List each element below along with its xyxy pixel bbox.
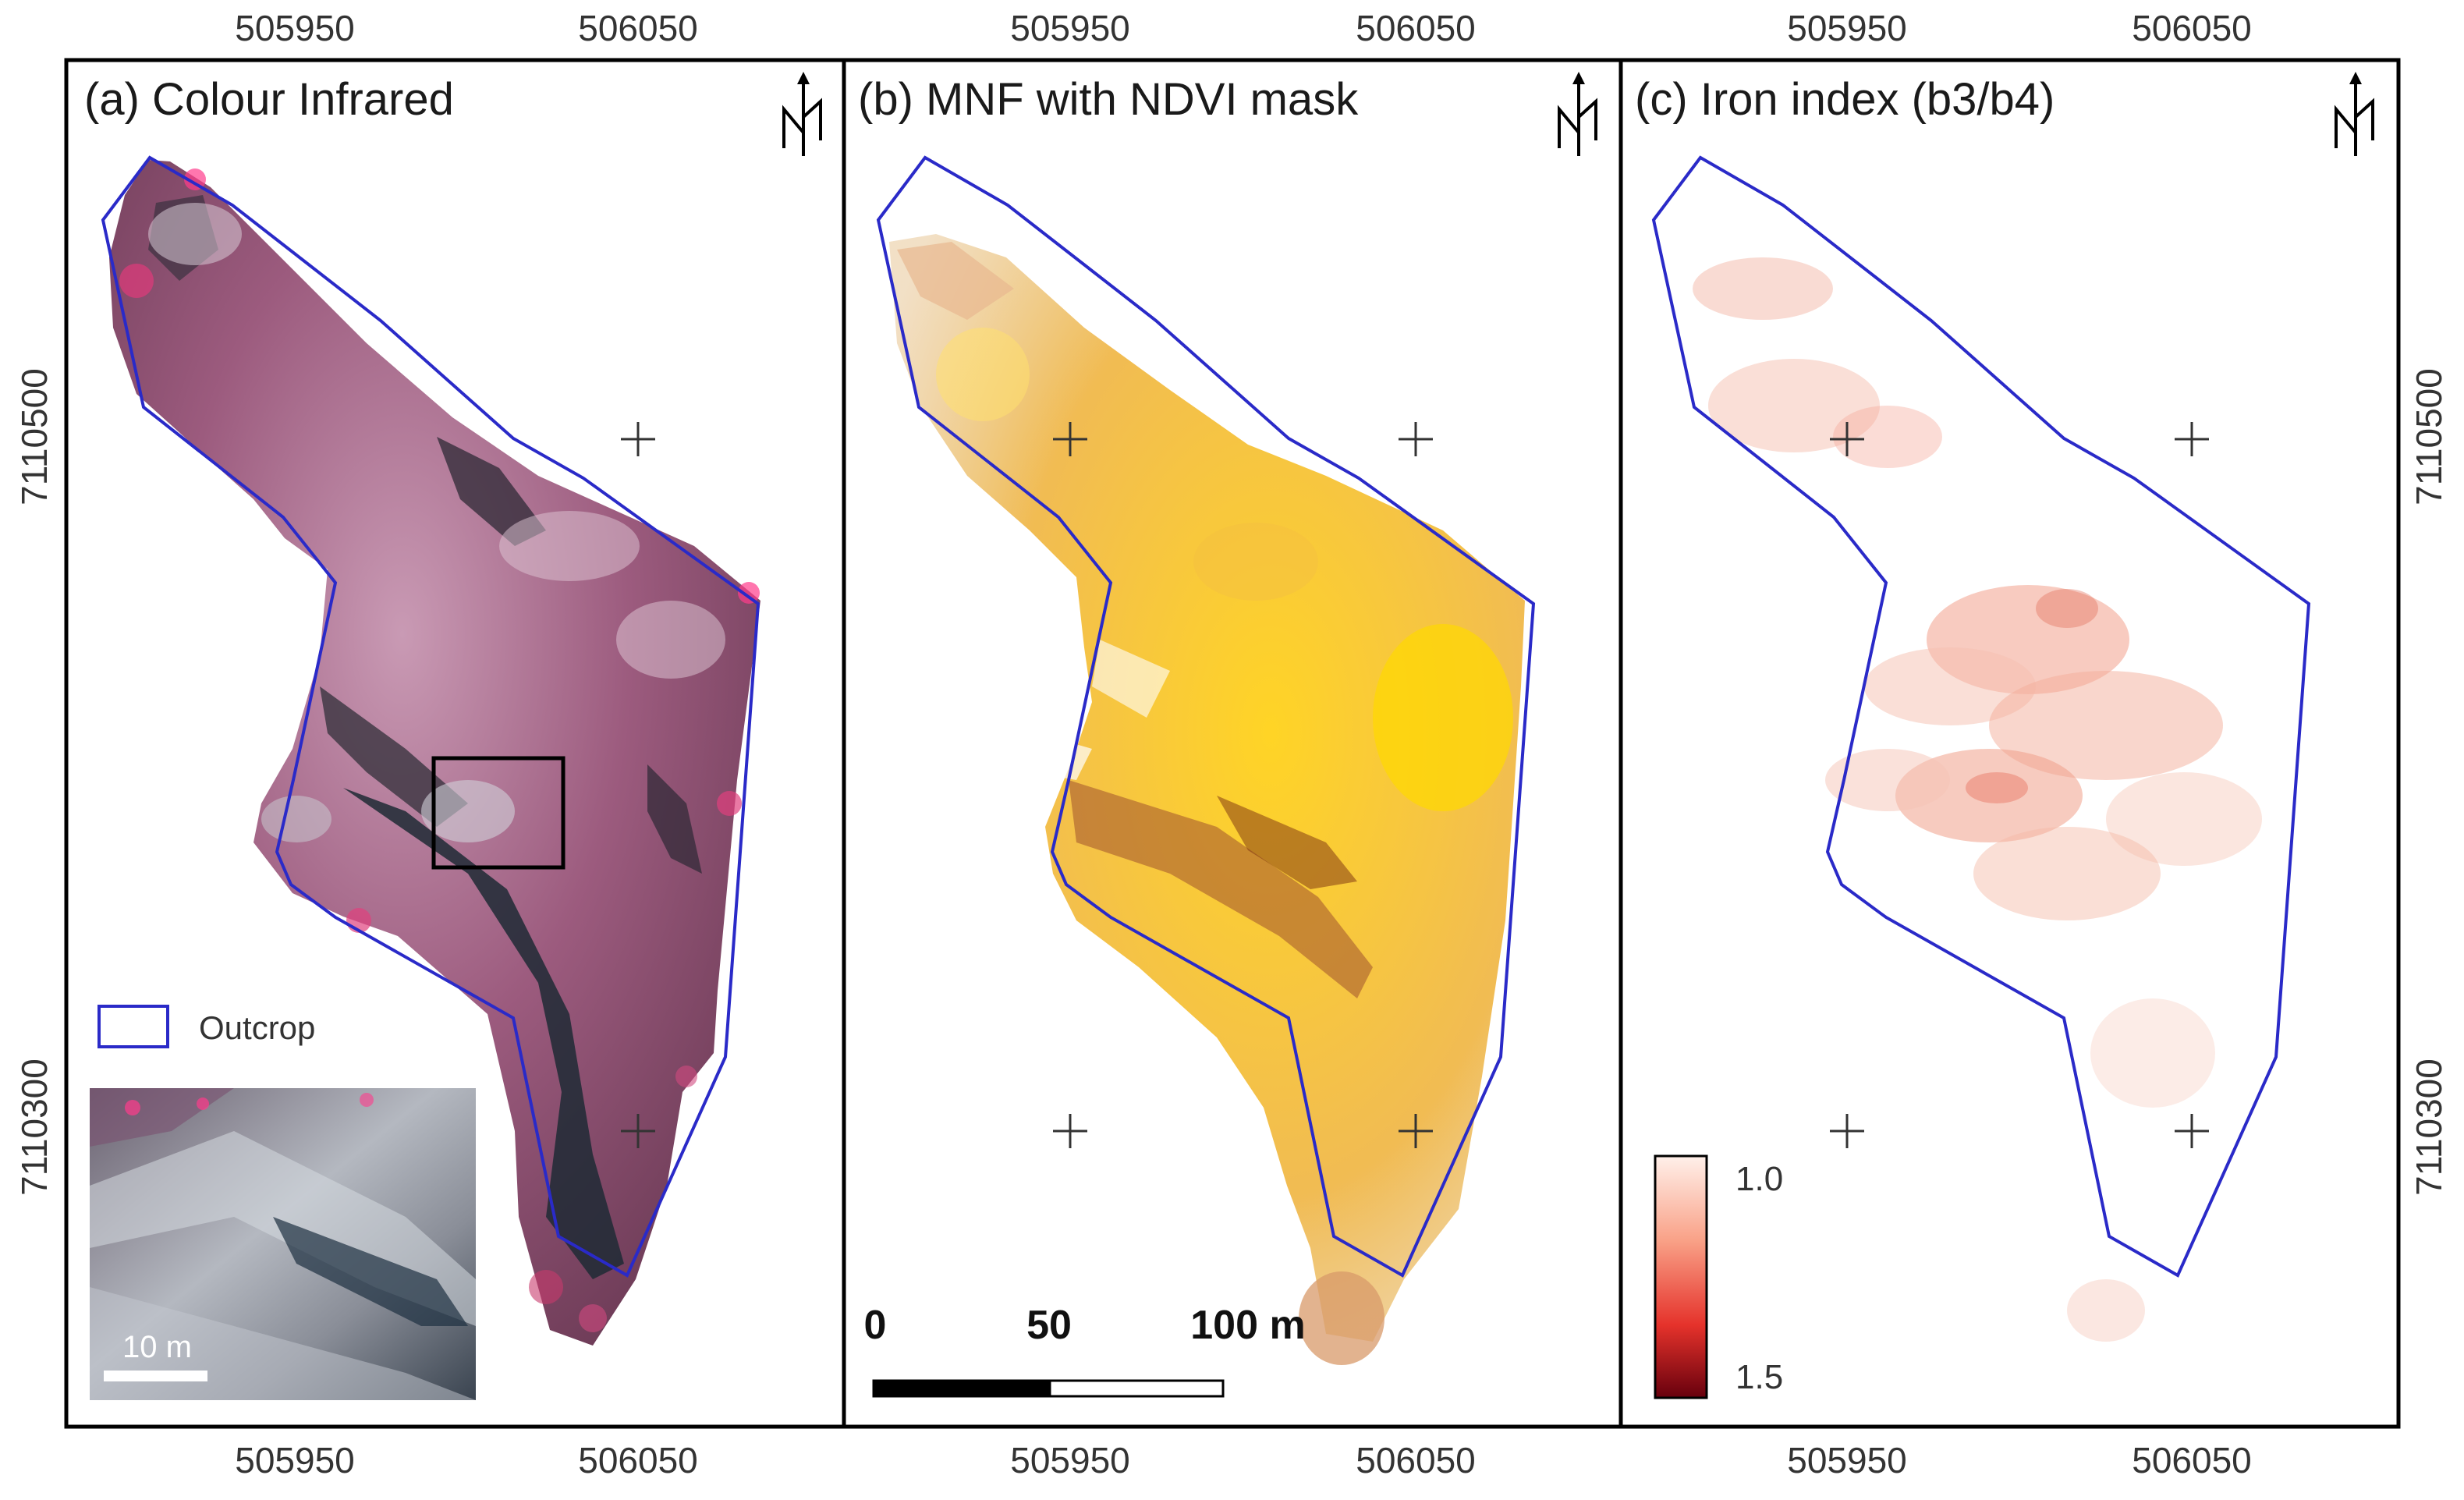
scale-bar-black-segment [872, 1379, 1051, 1398]
inset-scale-bar [104, 1371, 207, 1381]
panel-c-grid-crosses [1830, 422, 2209, 1148]
panel-a-outcrop-outline [101, 155, 760, 1278]
bottom-tick-panel-c-1: 505950 [1787, 1440, 1907, 1480]
panel-a-cir-image [109, 160, 760, 1346]
inset-scale-label: 10 m [122, 1330, 192, 1364]
left-tick-2: 7110300 [14, 1059, 55, 1196]
top-tick-panel-c-2: 506050 [2132, 8, 2252, 48]
left-axis-labels: 7110500 7110300 [14, 368, 55, 1196]
panel-frames [64, 58, 2401, 1429]
top-axis-labels: 505950 506050 505950 506050 505950 50605… [235, 8, 2252, 48]
panel-b-outcrop-outline [876, 155, 1536, 1278]
panel-c: (c) Iron index (b3/b4) 1.0 1.5 [1635, 72, 2374, 1399]
scale-label-50: 50 [1026, 1303, 1072, 1348]
panel-c-outcrop-outline [1651, 155, 2311, 1278]
right-tick-1: 7110500 [2409, 368, 2449, 505]
top-tick-panel-b-1: 505950 [1010, 8, 1130, 48]
panel-c-north-arrow [2335, 72, 2374, 156]
panel-a: (a) Colour Infrared Outcrop 10 m [84, 72, 822, 1400]
bottom-tick-panel-c-2: 506050 [2132, 1440, 2252, 1480]
panel-a-inset-locator-box [431, 756, 565, 870]
bottom-axis-labels: 505950 506050 505950 506050 505950 50605… [235, 1440, 2252, 1480]
bottom-tick-panel-a-2: 506050 [578, 1440, 698, 1480]
panel-c-title: (c) Iron index (b3/b4) [1635, 74, 2055, 125]
panel-c-iron-image [1693, 257, 2262, 1342]
outcrop-legend-label: Outcrop [199, 1009, 315, 1046]
scale-label-0: 0 [864, 1303, 887, 1348]
figure-outer-frame [64, 58, 2401, 1429]
colorbar-gradient [1654, 1154, 1708, 1399]
panel-a-north-arrow [782, 72, 822, 156]
outcrop-legend: Outcrop [97, 1005, 315, 1048]
top-tick-panel-a-1: 505950 [235, 8, 355, 48]
panel-a-title: (a) Colour Infrared [84, 74, 454, 125]
outcrop-legend-swatch [97, 1005, 169, 1048]
left-tick-1: 7110500 [14, 368, 55, 505]
main-scale-bar: 0 50 100 m [864, 1303, 1306, 1398]
panel-b-grid-crosses [1053, 422, 1433, 1148]
right-axis-labels: 7110500 7110300 [2409, 368, 2449, 1196]
panel-b-north-arrow [1558, 72, 1597, 156]
colorbar-bottom-label: 1.5 [1735, 1358, 1783, 1396]
right-tick-2: 7110300 [2409, 1059, 2449, 1196]
top-tick-panel-c-1: 505950 [1787, 8, 1907, 48]
top-tick-panel-b-2: 506050 [1356, 8, 1476, 48]
iron-index-colorbar: 1.0 1.5 [1654, 1154, 1783, 1399]
scale-bar-white-segment [1048, 1379, 1225, 1398]
scale-label-100: 100 m [1190, 1303, 1305, 1348]
panel-b-mnf-image [889, 234, 1525, 1365]
panel-a-grid-crosses [621, 422, 655, 1148]
bottom-tick-panel-b-1: 505950 [1010, 1440, 1130, 1480]
bottom-tick-panel-b-2: 506050 [1356, 1440, 1476, 1480]
panel-b-title: (b) MNF with NDVI mask [858, 74, 1359, 125]
colorbar-top-label: 1.0 [1735, 1160, 1783, 1198]
panel-b: (b) MNF with NDVI mask 0 50 100 m [858, 72, 1597, 1398]
bottom-tick-panel-a-1: 505950 [235, 1440, 355, 1480]
panel-a-inset-image: 10 m [90, 1088, 476, 1400]
top-tick-panel-a-2: 506050 [578, 8, 698, 48]
